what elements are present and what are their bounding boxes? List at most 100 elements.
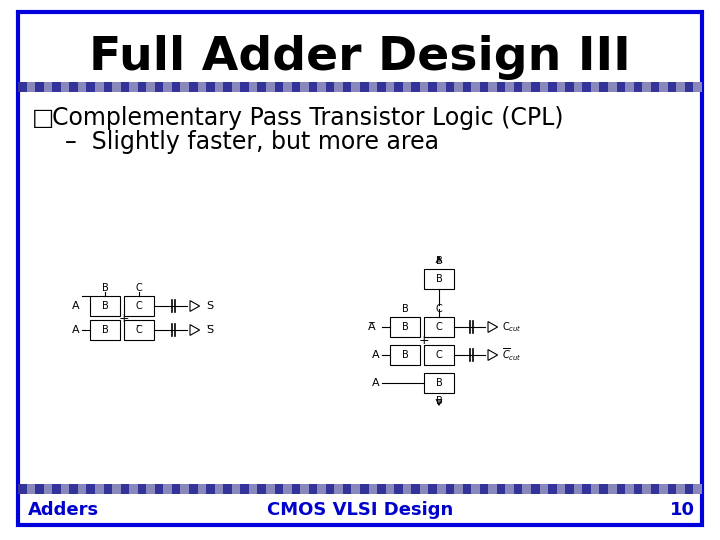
Bar	[424, 345, 454, 365]
Bar	[505, 82, 514, 92]
Bar	[463, 484, 471, 494]
Bar	[197, 82, 206, 92]
Bar	[497, 82, 505, 92]
Text: B: B	[402, 322, 408, 332]
Bar	[557, 82, 565, 92]
Bar	[223, 82, 232, 92]
Bar	[172, 484, 181, 494]
Bar	[676, 82, 685, 92]
Bar	[90, 320, 120, 340]
Bar	[616, 82, 625, 92]
Text: C: C	[436, 322, 442, 332]
Text: 10: 10	[670, 501, 695, 519]
Bar	[616, 484, 625, 494]
Bar	[129, 484, 138, 494]
Bar	[53, 484, 60, 494]
Bar	[685, 82, 693, 92]
Bar	[480, 484, 488, 494]
Bar	[78, 82, 86, 92]
Bar	[395, 82, 402, 92]
Bar	[437, 82, 446, 92]
Text: C: C	[135, 301, 143, 311]
Bar	[600, 82, 608, 92]
Bar	[428, 82, 437, 92]
Bar	[548, 484, 557, 494]
Bar	[411, 82, 420, 92]
Text: CMOS VLSI Design: CMOS VLSI Design	[267, 501, 453, 519]
Bar	[266, 82, 274, 92]
Bar	[642, 82, 651, 92]
Text: B: B	[436, 256, 442, 266]
Bar	[454, 82, 463, 92]
Bar	[514, 484, 523, 494]
Text: B: B	[402, 304, 408, 314]
Bar	[693, 484, 702, 494]
Polygon shape	[190, 301, 199, 312]
Bar	[104, 484, 112, 494]
Bar	[424, 317, 454, 337]
Bar	[351, 484, 360, 494]
Bar	[395, 484, 402, 494]
Bar	[693, 82, 702, 92]
Bar	[240, 484, 249, 494]
Bar	[112, 82, 121, 92]
Bar	[471, 82, 480, 92]
Bar	[557, 484, 565, 494]
Bar	[390, 317, 420, 337]
Bar	[424, 373, 454, 393]
Bar	[266, 484, 274, 494]
Bar	[660, 484, 668, 494]
Bar	[454, 484, 463, 494]
Bar	[497, 484, 505, 494]
Bar	[258, 82, 266, 92]
Bar	[471, 484, 480, 494]
Bar	[480, 82, 488, 92]
Bar	[318, 82, 325, 92]
Bar	[386, 484, 395, 494]
Bar	[668, 82, 676, 92]
Bar	[488, 484, 497, 494]
Bar	[369, 484, 377, 494]
Bar	[488, 82, 497, 92]
Bar	[35, 82, 44, 92]
Bar	[155, 484, 163, 494]
Bar	[35, 484, 44, 494]
Bar	[514, 82, 523, 92]
Bar	[523, 484, 531, 494]
Bar	[334, 484, 343, 494]
Bar	[95, 82, 104, 92]
Bar	[146, 82, 155, 92]
Bar	[574, 484, 582, 494]
Bar	[155, 82, 163, 92]
Text: B: B	[402, 350, 408, 360]
Bar	[608, 484, 616, 494]
Bar	[86, 82, 95, 92]
Bar	[539, 484, 548, 494]
Bar	[369, 82, 377, 92]
Text: A: A	[72, 301, 80, 311]
Bar	[351, 82, 360, 92]
Bar	[112, 484, 121, 494]
Bar	[634, 484, 642, 494]
Bar	[539, 82, 548, 92]
Polygon shape	[190, 325, 199, 335]
Bar	[249, 82, 258, 92]
Bar	[181, 484, 189, 494]
Bar	[318, 484, 325, 494]
Text: $\overline{C}_{cut}$: $\overline{C}_{cut}$	[502, 347, 521, 363]
Bar	[420, 484, 428, 494]
Text: A̅: A̅	[368, 322, 376, 332]
Bar	[424, 269, 454, 289]
Bar	[446, 484, 454, 494]
Bar	[360, 484, 369, 494]
Bar	[163, 484, 172, 494]
Text: B: B	[436, 396, 442, 406]
Bar	[505, 484, 514, 494]
Bar	[463, 82, 471, 92]
Bar	[27, 484, 35, 494]
Bar	[181, 82, 189, 92]
Bar	[215, 82, 223, 92]
Text: B: B	[102, 301, 109, 311]
Bar	[651, 484, 660, 494]
Bar	[343, 484, 351, 494]
